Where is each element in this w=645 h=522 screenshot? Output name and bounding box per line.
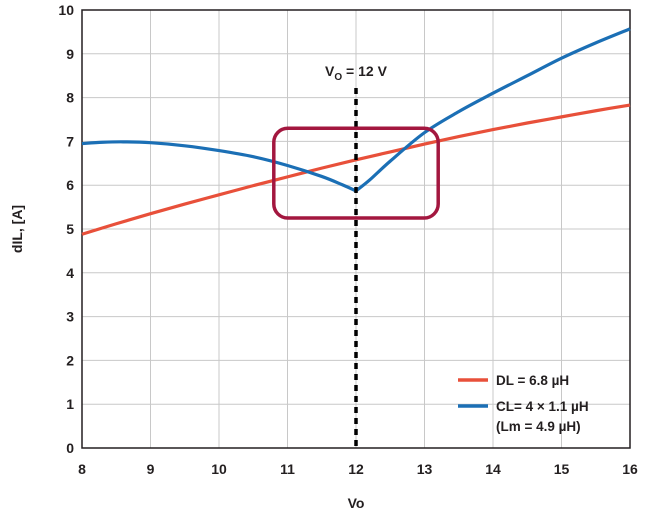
vline-label-sub: O	[334, 72, 342, 83]
y-tick-labels: 0 1 2 3 4 5 6 7 8 9 10	[58, 2, 74, 456]
legend-label-cl-line2: (Lm = 4.9 µH)	[496, 419, 581, 434]
x-axis-label: Vo	[348, 495, 365, 511]
legend-label-cl: CL= 4 × 1.1 µH	[496, 399, 589, 414]
x-tick-labels: 8 9 10 11 12 13 14 15 16	[78, 461, 638, 477]
y-tick-label: 10	[58, 2, 74, 18]
y-tick-label: 5	[66, 221, 74, 237]
x-tick-label: 14	[485, 461, 501, 477]
y-tick-label: 2	[66, 352, 74, 368]
y-tick-label: 0	[66, 440, 74, 456]
vline-label-main: V	[325, 63, 335, 79]
x-tick-label: 16	[622, 461, 638, 477]
x-tick-label: 13	[417, 461, 433, 477]
x-tick-label: 12	[348, 461, 364, 477]
legend-label-dl: DL = 6.8 µH	[496, 373, 569, 388]
axes	[81, 9, 631, 449]
x-tick-label: 15	[554, 461, 570, 477]
x-tick-label: 11	[280, 461, 295, 477]
y-tick-label: 7	[66, 133, 74, 149]
y-tick-label: 1	[66, 396, 74, 412]
y-tick-label: 4	[66, 265, 74, 281]
x-tick-label: 9	[147, 461, 155, 477]
y-tick-label: 8	[66, 90, 74, 106]
vline-label: VO = 12 V	[325, 63, 388, 83]
x-tick-label: 10	[211, 461, 227, 477]
y-tick-label: 3	[66, 309, 74, 325]
x-tick-label: 8	[78, 461, 86, 477]
y-tick-label: 6	[66, 177, 74, 193]
plot-frame	[81, 9, 631, 449]
y-tick-label: 9	[66, 46, 74, 62]
highlight-box	[272, 126, 440, 220]
grid	[81, 9, 631, 449]
vline-label-rest: = 12 V	[342, 63, 387, 79]
legend: DL = 6.8 µH CL= 4 × 1.1 µH (Lm = 4.9 µH)	[458, 373, 589, 434]
annotations: VO = 12 V	[272, 63, 440, 448]
y-axis-label: dIL, [A]	[9, 205, 25, 253]
series-line-cl	[81, 27, 631, 193]
